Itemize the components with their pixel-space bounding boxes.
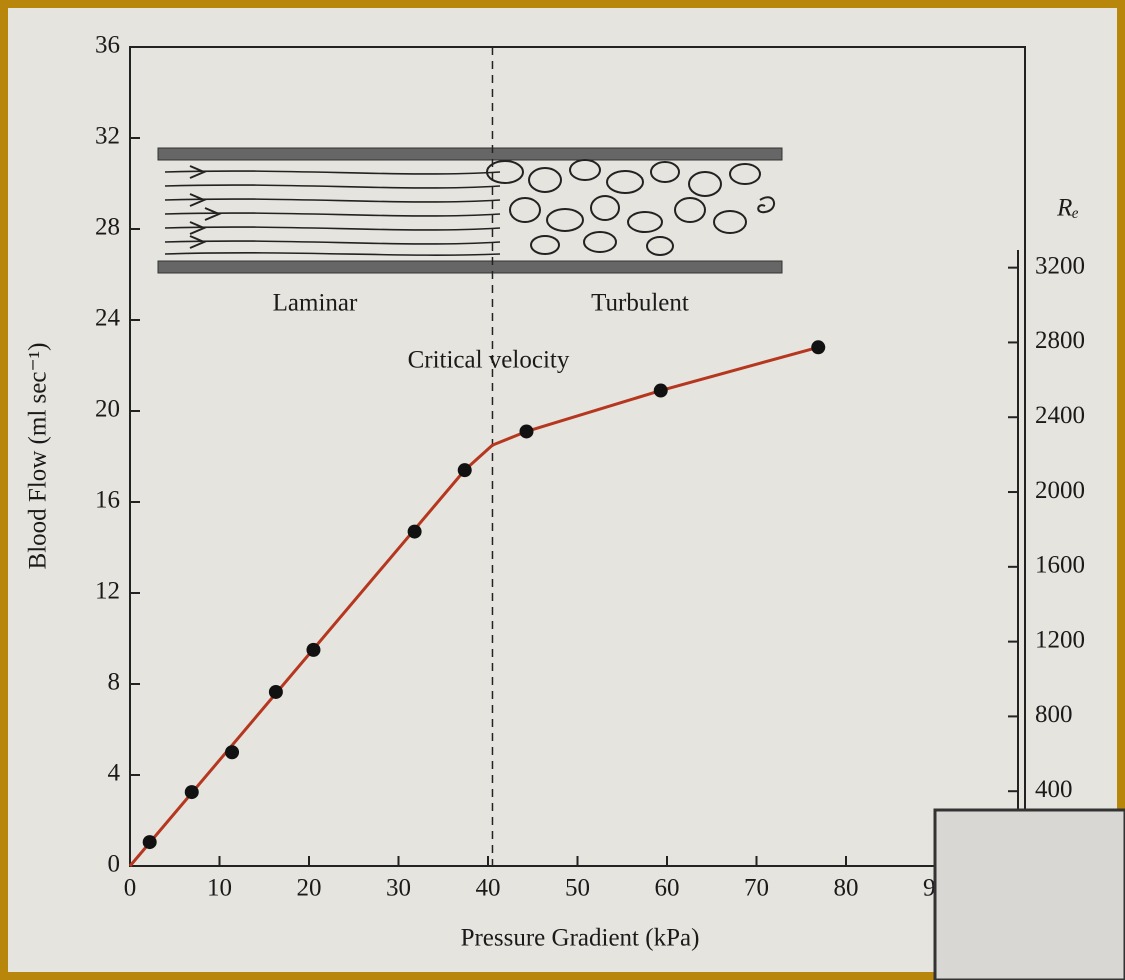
data-point bbox=[268, 684, 283, 699]
y2-tick-label: 400 bbox=[1035, 776, 1073, 803]
y2-tick-label: 2400 bbox=[1035, 402, 1085, 429]
y-tick-label: 8 bbox=[108, 669, 121, 696]
fit-line bbox=[128, 345, 819, 867]
y2-axis-label: Rₑ bbox=[1056, 195, 1079, 222]
y2-tick-label: 1600 bbox=[1035, 552, 1085, 579]
y2-tick-label: 3200 bbox=[1035, 252, 1085, 279]
y-tick-label: 4 bbox=[108, 760, 121, 787]
pipe-illustration bbox=[157, 147, 783, 274]
y-tick-label: 20 bbox=[95, 396, 120, 423]
x-tick-label: 20 bbox=[297, 875, 322, 902]
inset-overlay bbox=[933, 808, 1125, 980]
y-tick-label: 36 bbox=[95, 32, 120, 59]
data-point bbox=[653, 383, 668, 398]
data-point bbox=[184, 785, 199, 800]
data-point bbox=[519, 424, 534, 439]
y-tick-label: 0 bbox=[108, 851, 121, 878]
annotation: Laminar bbox=[273, 290, 358, 317]
y-tick-label: 24 bbox=[95, 305, 121, 332]
y2-tick-label: 800 bbox=[1035, 701, 1073, 728]
y-tick-label: 28 bbox=[95, 214, 120, 241]
page-background bbox=[8, 8, 1117, 972]
data-point bbox=[142, 835, 157, 850]
y2-tick-label: 2000 bbox=[1035, 477, 1085, 504]
annotation: Turbulent bbox=[591, 290, 689, 317]
x-tick-label: 60 bbox=[655, 875, 680, 902]
x-tick-label: 80 bbox=[834, 875, 859, 902]
y-tick-label: 12 bbox=[95, 578, 120, 605]
data-point bbox=[306, 642, 321, 657]
y-axis-label: Blood Flow (ml sec⁻¹) bbox=[25, 343, 52, 570]
reference-label: Critical velocity bbox=[408, 347, 570, 374]
x-tick-label: 50 bbox=[565, 875, 590, 902]
x-tick-label: 30 bbox=[386, 875, 411, 902]
y-tick-label: 32 bbox=[95, 123, 120, 150]
x-tick-label: 0 bbox=[124, 875, 137, 902]
y2-tick-label: 2800 bbox=[1035, 327, 1085, 354]
data-point bbox=[457, 463, 472, 478]
x-tick-label: 70 bbox=[744, 875, 769, 902]
data-point bbox=[407, 524, 422, 539]
data-point bbox=[225, 745, 240, 760]
y2-tick-label: 1200 bbox=[1035, 626, 1085, 653]
x-tick-label: 40 bbox=[476, 875, 501, 902]
y-tick-label: 16 bbox=[95, 487, 120, 514]
x-tick-label: 10 bbox=[207, 875, 232, 902]
data-point bbox=[811, 340, 826, 355]
x-axis-label: Pressure Gradient (kPa) bbox=[461, 925, 700, 952]
